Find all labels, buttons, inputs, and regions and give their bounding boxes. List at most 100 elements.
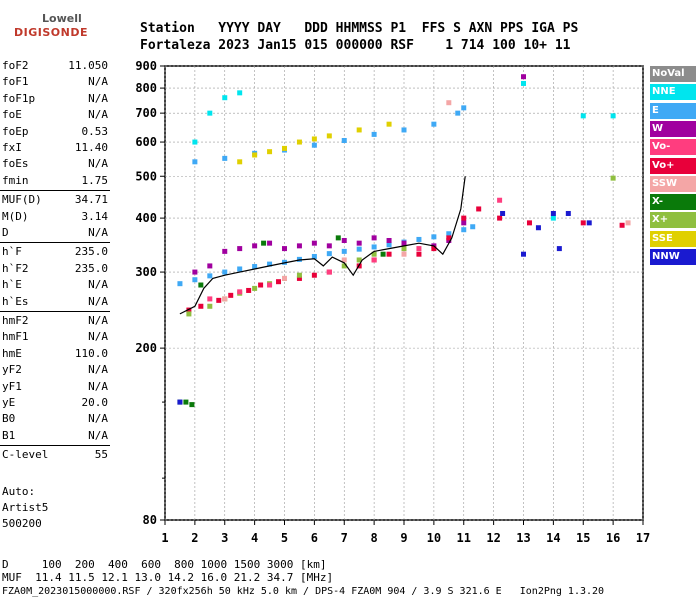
param-row: foEs N/A (2, 156, 108, 172)
data-point-sse (282, 145, 287, 151)
param-row: fxI 11.40 (2, 140, 108, 156)
x-tick-label: 12 (486, 531, 500, 545)
x-tick-label: 11 (457, 531, 471, 545)
data-point-ssw (341, 257, 347, 263)
data-point-nnw (177, 399, 183, 405)
param-separator (0, 190, 110, 192)
data-point-e (416, 236, 422, 242)
param-name: MUF(D) (2, 193, 42, 207)
data-point-nnw (586, 220, 592, 226)
data-point-x- (183, 399, 189, 405)
data-point-sse (356, 127, 362, 133)
data-point-nne (192, 139, 198, 145)
x-tick-label: 17 (636, 531, 650, 545)
data-point-e (311, 253, 317, 259)
data-point-vo- (431, 246, 437, 252)
data-point-w (222, 248, 228, 254)
x-tick-label: 14 (546, 531, 560, 545)
data-point-vo- (216, 297, 222, 303)
param-value: N/A (88, 314, 108, 327)
param-row: foF2 11.050 (2, 58, 108, 74)
legend-item: Vo+ (650, 157, 696, 174)
data-point-vo- (371, 257, 377, 263)
data-point-x- (261, 240, 267, 246)
data-point-e (311, 142, 317, 148)
legend-item: X- (650, 194, 696, 211)
data-point-w (461, 220, 467, 226)
distance-row: D 100 200 400 600 800 1000 1500 3000 [km… (2, 558, 327, 571)
data-point-w (371, 235, 377, 241)
header-labels: Station YYYY DAY DDD HHMMSS P1 FFS S AXN… (140, 21, 579, 36)
param-value: 235.0 (74, 245, 108, 259)
data-point-sse (296, 139, 302, 145)
data-point-e (431, 234, 437, 240)
file-info: FZA0M_2023015000000.RSF / 320fx256h 50 k… (2, 586, 605, 597)
legend-item: NNW (650, 249, 696, 265)
legend-item: SSE (650, 230, 696, 247)
data-point-sse (267, 149, 273, 155)
data-point-vo- (296, 275, 302, 281)
data-point-vo- (237, 289, 243, 295)
data-point-x- (356, 257, 362, 263)
param-separator (0, 242, 110, 244)
data-point-vo- (497, 215, 503, 221)
station-header: Station YYYY DAY DDD HHMMSS P1 FFS S AXN… (140, 20, 578, 54)
param-value: 0.53 (81, 124, 109, 138)
data-point-e (371, 244, 377, 250)
logo-lowell: Lowell (42, 12, 82, 25)
param-row: h`Es N/A (2, 294, 108, 310)
param-value: N/A (88, 226, 108, 239)
data-point-vo- (276, 279, 282, 285)
param-value: N/A (88, 379, 108, 393)
data-point-x- (186, 311, 192, 317)
data-point-e (326, 251, 332, 257)
param-name: foF1 (2, 75, 29, 89)
data-point-nne (550, 215, 556, 221)
data-point-e (177, 281, 183, 287)
data-point-x- (198, 282, 204, 288)
param-row: MUF(D) 34.71 (2, 192, 108, 208)
x-tick-label: 13 (516, 531, 530, 545)
data-point-nnw (500, 210, 506, 216)
param-name: hmF2 (2, 314, 29, 327)
data-point-e (386, 242, 392, 248)
param-row: foF1p N/A (2, 91, 108, 107)
data-point-nne (610, 113, 616, 119)
param-name: h`F (2, 245, 22, 259)
logo-digisonde: DIGISONDE (14, 26, 88, 39)
param-value: 1.75 (81, 173, 109, 187)
data-point-vo- (228, 292, 234, 298)
data-point-e (470, 224, 476, 230)
data-point-e (237, 266, 243, 272)
data-point-vo- (258, 282, 264, 288)
data-point-nne (207, 110, 213, 116)
data-point-vo- (207, 296, 213, 302)
data-point-vo- (619, 222, 625, 228)
data-point-ssw (222, 296, 228, 302)
data-point-ssw (625, 220, 631, 226)
data-point-e (461, 227, 467, 233)
data-point-x- (252, 285, 258, 291)
data-point-vo- (246, 287, 252, 293)
legend-item: NoVal (650, 66, 696, 82)
x-tick-label: 4 (251, 531, 258, 545)
data-point-w (521, 74, 526, 80)
data-point-sse (237, 159, 243, 165)
data-point-vo- (186, 307, 192, 313)
data-point-vo- (446, 235, 452, 241)
legend-item: E (650, 102, 696, 119)
param-name: hmF1 (2, 330, 29, 344)
param-row: yE 20.0 (2, 395, 108, 411)
param-row: h`F2 235.0 (2, 261, 108, 277)
param-row: hmE 110.0 (2, 346, 108, 362)
data-point-sse (326, 133, 332, 139)
y-tick-label: 700 (135, 106, 157, 120)
data-point-w (356, 240, 362, 246)
trace-line (179, 176, 466, 315)
data-point-vo- (461, 215, 467, 221)
param-value: N/A (88, 363, 108, 377)
legend-item: Vo- (650, 139, 696, 156)
data-point-w (282, 246, 287, 252)
param-value: N/A (88, 157, 108, 171)
